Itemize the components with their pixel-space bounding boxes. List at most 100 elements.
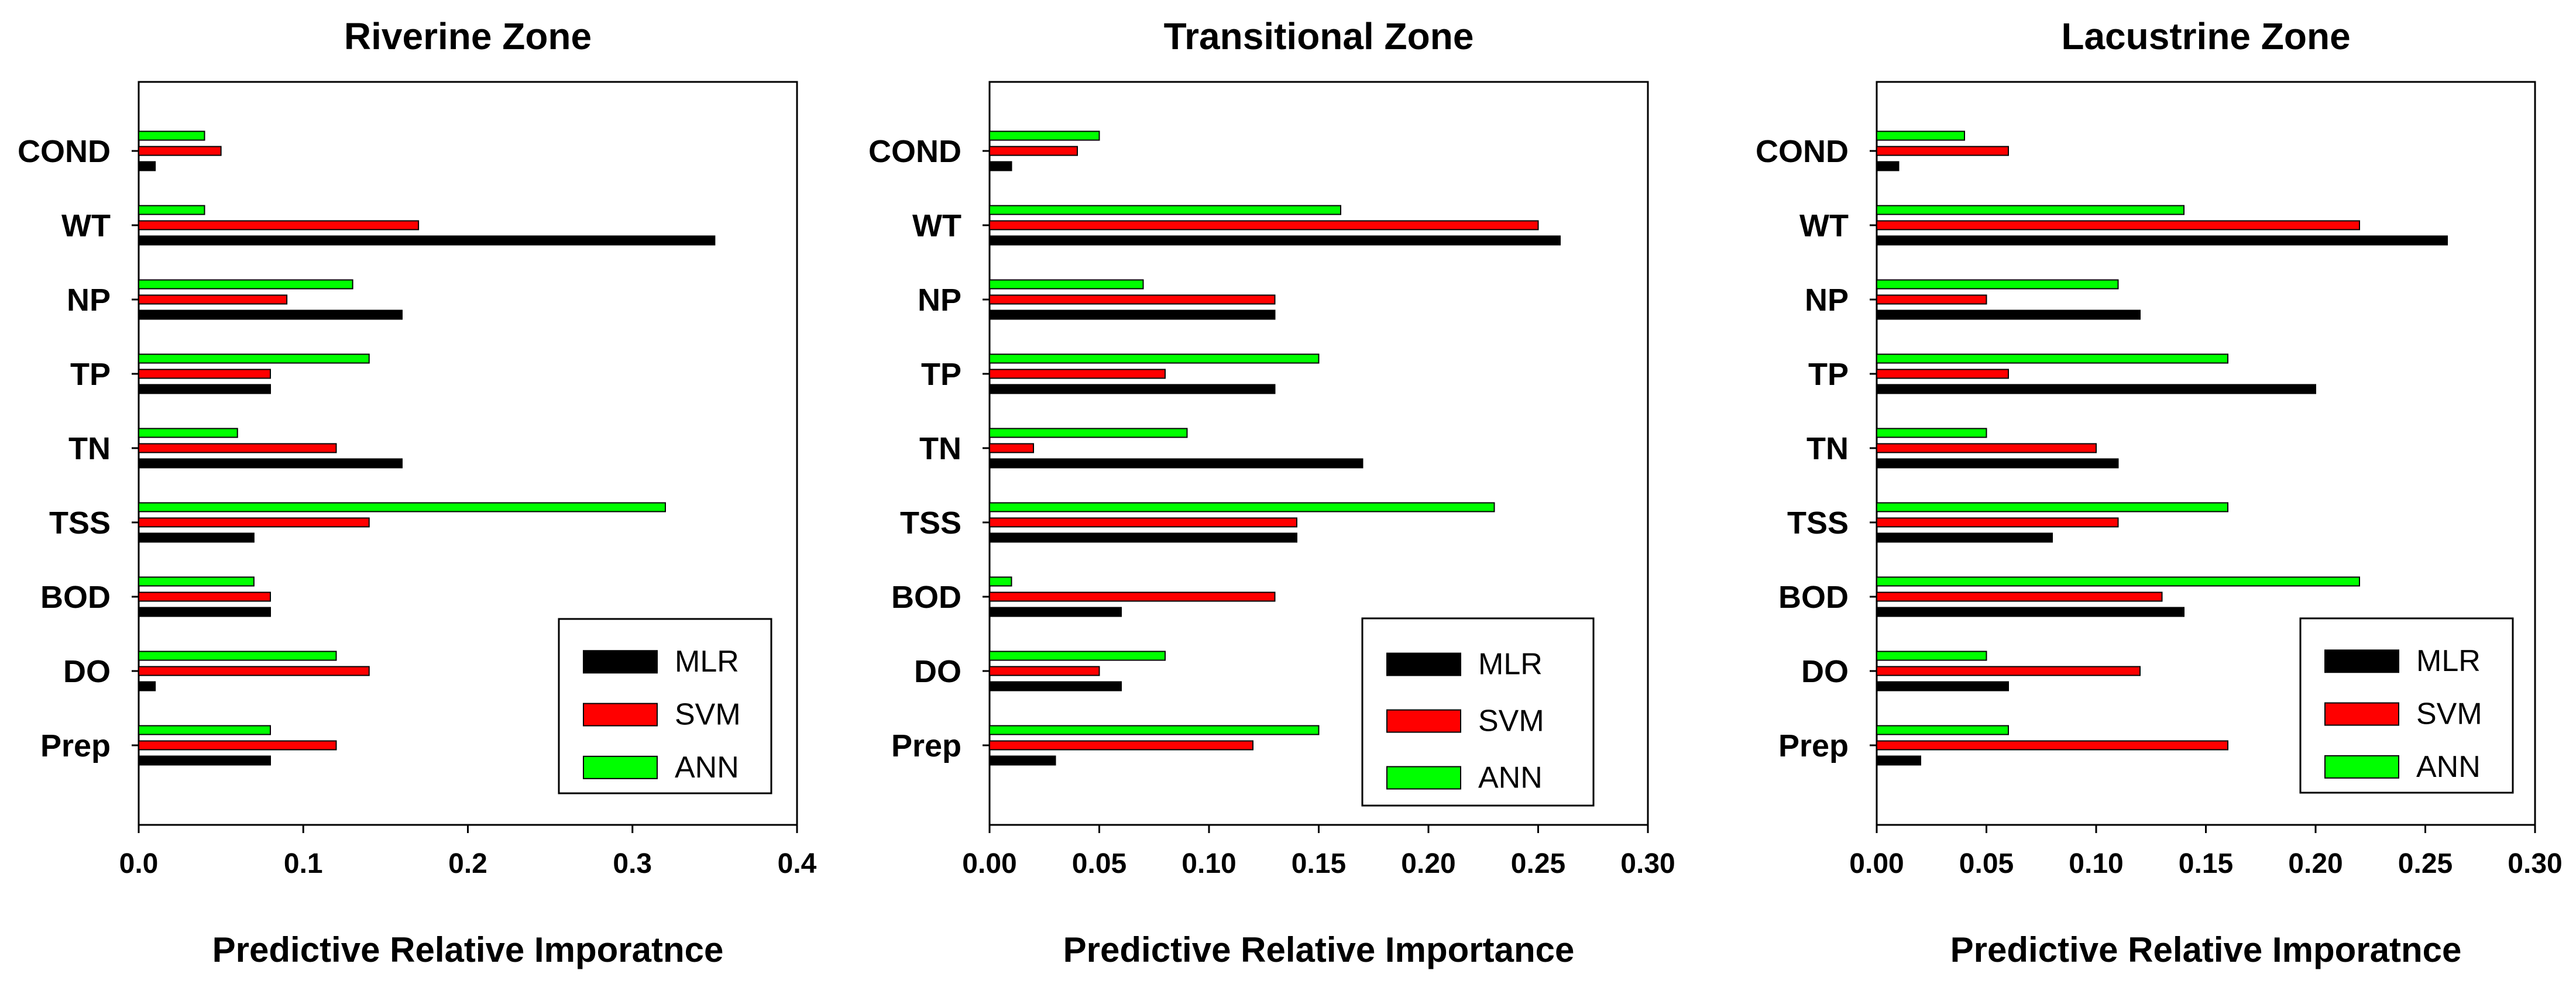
legend-label-mlr: MLR <box>675 645 739 679</box>
bar-ann-cond <box>138 130 205 141</box>
bar-mlr-do <box>1876 681 2009 691</box>
bar-ann-tss <box>138 502 666 512</box>
bar-mlr-bod <box>989 607 1122 617</box>
x-axis-label: Predictive Relative Imporatnce <box>1950 930 2462 969</box>
category-label-prep: Prep <box>891 728 961 763</box>
x-tick-label: 0.05 <box>1072 848 1126 879</box>
category-label-tn: TN <box>1806 431 1849 466</box>
bar-ann-prep <box>138 725 271 735</box>
legend-label-mlr: MLR <box>1478 648 1543 682</box>
bar-svm-tn <box>989 443 1034 453</box>
bar-svm-tp <box>138 369 271 379</box>
bar-ann-wt <box>138 205 205 215</box>
bar-svm-tp <box>1876 369 2009 379</box>
bar-mlr-np <box>138 309 403 320</box>
bar-mlr-do <box>138 681 156 691</box>
bar-ann-tp <box>138 353 370 364</box>
chart-title: Lacustrine Zone <box>2061 15 2350 57</box>
bar-ann-np <box>138 279 353 290</box>
bar-svm-np <box>138 294 288 305</box>
bar-svm-prep <box>1876 740 2228 751</box>
bar-svm-bod <box>1876 591 2163 602</box>
category-label-wt: WT <box>61 208 111 243</box>
bar-mlr-bod <box>1876 607 2185 617</box>
bar-mlr-cond <box>989 161 1012 171</box>
bar-ann-wt <box>1876 205 2185 215</box>
category-label-prep: Prep <box>1778 728 1849 763</box>
bar-ann-np <box>1876 279 2119 290</box>
legend-swatch-mlr <box>2324 649 2399 673</box>
bar-ann-tss <box>989 502 1495 512</box>
x-tick-label: 0.20 <box>2288 848 2343 879</box>
bar-mlr-prep <box>1876 755 1921 766</box>
bar-mlr-do <box>989 681 1122 691</box>
legend-swatch-svm <box>1386 709 1461 733</box>
bar-mlr-np <box>1876 309 2141 320</box>
x-tick-label: 0.15 <box>1292 848 1346 879</box>
category-label-tss: TSS <box>900 505 961 541</box>
x-tick-label: 0.00 <box>962 848 1016 879</box>
bar-svm-bod <box>989 591 1276 602</box>
bar-mlr-tss <box>1876 532 2053 543</box>
legend-label-svm: SVM <box>675 698 741 732</box>
category-label-cond: COND <box>868 134 961 169</box>
bar-svm-cond <box>989 146 1078 156</box>
bar-mlr-wt <box>138 235 716 246</box>
bar-ann-do <box>989 651 1166 661</box>
bar-mlr-tp <box>989 384 1276 394</box>
category-label-np: NP <box>1805 283 1849 318</box>
x-tick-label: 0.30 <box>2508 848 2562 879</box>
bar-svm-np <box>989 294 1276 305</box>
bar-mlr-prep <box>138 755 271 766</box>
bar-svm-tn <box>138 443 337 453</box>
category-label-bod: BOD <box>891 580 961 615</box>
x-tick-label: 0.10 <box>2069 848 2123 879</box>
bar-svm-do <box>1876 666 2141 676</box>
bar-mlr-wt <box>1876 235 2448 246</box>
bar-mlr-np <box>989 309 1276 320</box>
bar-ann-bod <box>989 576 1012 587</box>
bar-svm-tss <box>989 517 1297 528</box>
x-tick-label: 0.4 <box>778 848 817 879</box>
bar-ann-prep <box>989 725 1320 735</box>
chart-title: Transitional Zone <box>1164 15 1474 57</box>
bar-ann-prep <box>1876 725 2009 735</box>
x-tick-label: 0.1 <box>284 848 323 879</box>
bar-svm-cond <box>1876 146 2009 156</box>
bar-ann-do <box>1876 651 1987 661</box>
legend: MLR SVM ANN <box>1361 617 1595 807</box>
bar-mlr-tss <box>138 532 255 543</box>
legend-swatch-svm <box>583 703 658 727</box>
x-axis-label: Predictive Relative Importance <box>1063 930 1575 969</box>
category-label-prep: Prep <box>40 728 111 763</box>
bar-svm-cond <box>138 146 222 156</box>
bar-svm-np <box>1876 294 1987 305</box>
chart-panel-2: Transitional Zone COND WT NP TP TN TSS BOD DO Pre… <box>868 15 1675 969</box>
x-tick-label: 0.30 <box>1620 848 1675 879</box>
bar-svm-wt <box>989 220 1539 230</box>
bar-ann-np <box>989 279 1144 290</box>
bar-ann-tp <box>1876 353 2228 364</box>
legend: MLR SVM ANN <box>2299 617 2514 794</box>
bar-mlr-cond <box>138 161 156 171</box>
x-axis-label: Predictive Relative Imporatnce <box>212 930 724 969</box>
bar-mlr-wt <box>989 235 1561 246</box>
x-tick-label: 0.25 <box>2398 848 2453 879</box>
category-label-bod: BOD <box>1778 580 1849 615</box>
category-label-tp: TP <box>921 357 961 392</box>
bar-svm-tp <box>989 369 1166 379</box>
bar-svm-prep <box>138 740 337 751</box>
x-tick-label: 0.15 <box>2179 848 2233 879</box>
category-label-cond: COND <box>1756 134 1849 169</box>
x-tick-label: 0.25 <box>1511 848 1565 879</box>
bar-ann-tn <box>1876 428 1987 438</box>
category-label-wt: WT <box>912 208 961 243</box>
category-label-bod: BOD <box>40 580 111 615</box>
x-tick-label: 0.10 <box>1181 848 1236 879</box>
x-tick-label: 0.0 <box>119 848 159 879</box>
bar-mlr-tn <box>989 458 1363 469</box>
x-tick-label: 0.00 <box>1849 848 1904 879</box>
bar-mlr-bod <box>138 607 271 617</box>
